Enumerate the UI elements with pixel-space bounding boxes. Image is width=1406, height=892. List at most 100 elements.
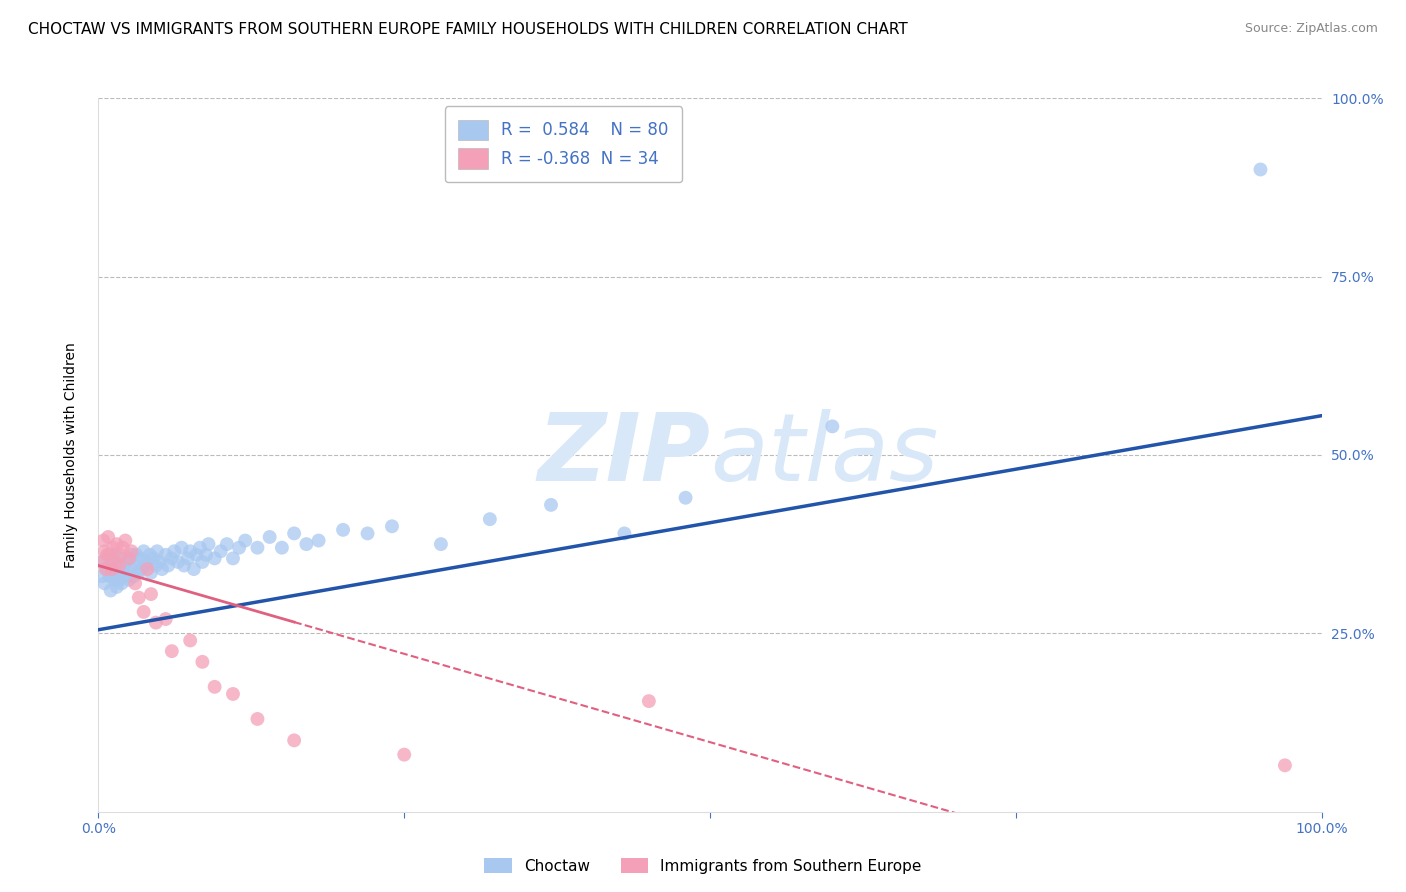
Point (209, 544, 232, 558)
Point (145, 558, 167, 573)
Point (308, 533, 330, 548)
Point (105, 562, 128, 576)
Point (478, 512, 501, 526)
Point (173, 558, 195, 573)
Point (129, 562, 152, 576)
Point (222, 551, 245, 566)
Point (107, 558, 129, 573)
Point (155, 548, 177, 562)
Point (100, 548, 122, 562)
Point (91, 533, 114, 548)
Point (183, 562, 205, 576)
Point (103, 548, 125, 562)
Point (103, 573, 125, 587)
Point (111, 541, 134, 555)
Text: CHOCTAW VS IMMIGRANTS FROM SOUTHERN EUROPE FAMILY HOUSEHOLDS WITH CHILDREN CORRE: CHOCTAW VS IMMIGRANTS FROM SOUTHERN EURO… (28, 22, 908, 37)
Point (114, 569, 136, 583)
Point (120, 551, 142, 566)
Point (150, 562, 173, 576)
Point (270, 541, 294, 555)
Point (356, 526, 378, 541)
Point (110, 566, 132, 580)
Point (142, 551, 165, 566)
Text: atlas: atlas (710, 409, 938, 500)
Point (139, 548, 162, 562)
Point (132, 605, 155, 619)
Point (91, 555, 114, 569)
Point (191, 655, 214, 669)
Point (136, 562, 159, 576)
Point (98, 569, 121, 583)
Text: Source: ZipAtlas.com: Source: ZipAtlas.com (1244, 22, 1378, 36)
Point (179, 633, 201, 648)
Point (1249, 162, 1271, 177)
Point (430, 537, 453, 551)
Point (215, 537, 238, 551)
Point (132, 544, 155, 558)
Point (332, 523, 354, 537)
Point (188, 541, 211, 555)
Point (104, 555, 127, 569)
Point (110, 551, 132, 566)
Point (228, 541, 250, 555)
Point (136, 555, 159, 569)
Y-axis label: Family Households with Children: Family Households with Children (63, 342, 77, 568)
Point (97, 548, 120, 562)
Point (146, 544, 169, 558)
Point (170, 541, 193, 555)
Point (111, 576, 134, 591)
Point (259, 530, 281, 544)
Point (186, 548, 208, 562)
Point (100, 558, 122, 573)
Point (121, 548, 143, 562)
Point (177, 551, 200, 566)
Point (233, 533, 256, 548)
Point (613, 526, 636, 541)
Point (204, 551, 226, 566)
Point (129, 551, 152, 566)
Point (128, 566, 150, 580)
Point (114, 533, 136, 548)
Point (101, 569, 124, 583)
Point (108, 573, 131, 587)
Point (124, 576, 146, 591)
Point (120, 544, 142, 558)
Point (139, 566, 162, 580)
Point (157, 558, 180, 573)
Point (246, 712, 269, 726)
Point (540, 498, 562, 512)
Point (118, 573, 141, 587)
Point (283, 733, 305, 747)
Point (101, 555, 124, 569)
Point (101, 541, 124, 555)
Point (179, 544, 201, 558)
Point (1274, 758, 1296, 772)
Point (105, 580, 128, 594)
Point (91, 555, 114, 569)
Point (191, 555, 214, 569)
Point (125, 548, 148, 562)
Point (96, 562, 118, 576)
Point (675, 491, 697, 505)
Point (108, 558, 131, 573)
Legend: R =  0.584    N = 80, R = -0.368  N = 34: R = 0.584 N = 80, R = -0.368 N = 34 (444, 106, 682, 182)
Point (91, 569, 114, 583)
Point (134, 558, 156, 573)
Point (145, 615, 167, 630)
Point (222, 687, 245, 701)
Point (167, 555, 190, 569)
Point (638, 694, 661, 708)
Point (124, 558, 146, 573)
Point (111, 562, 134, 576)
Point (204, 680, 226, 694)
Point (197, 537, 219, 551)
Point (101, 562, 124, 576)
Point (160, 551, 183, 566)
Text: ZIP: ZIP (537, 409, 710, 501)
Point (139, 587, 162, 601)
Legend: Choctaw, Immigrants from Southern Europe: Choctaw, Immigrants from Southern Europe (478, 852, 928, 880)
Point (115, 555, 138, 569)
Point (246, 541, 269, 555)
Point (195, 548, 218, 562)
Point (118, 551, 141, 566)
